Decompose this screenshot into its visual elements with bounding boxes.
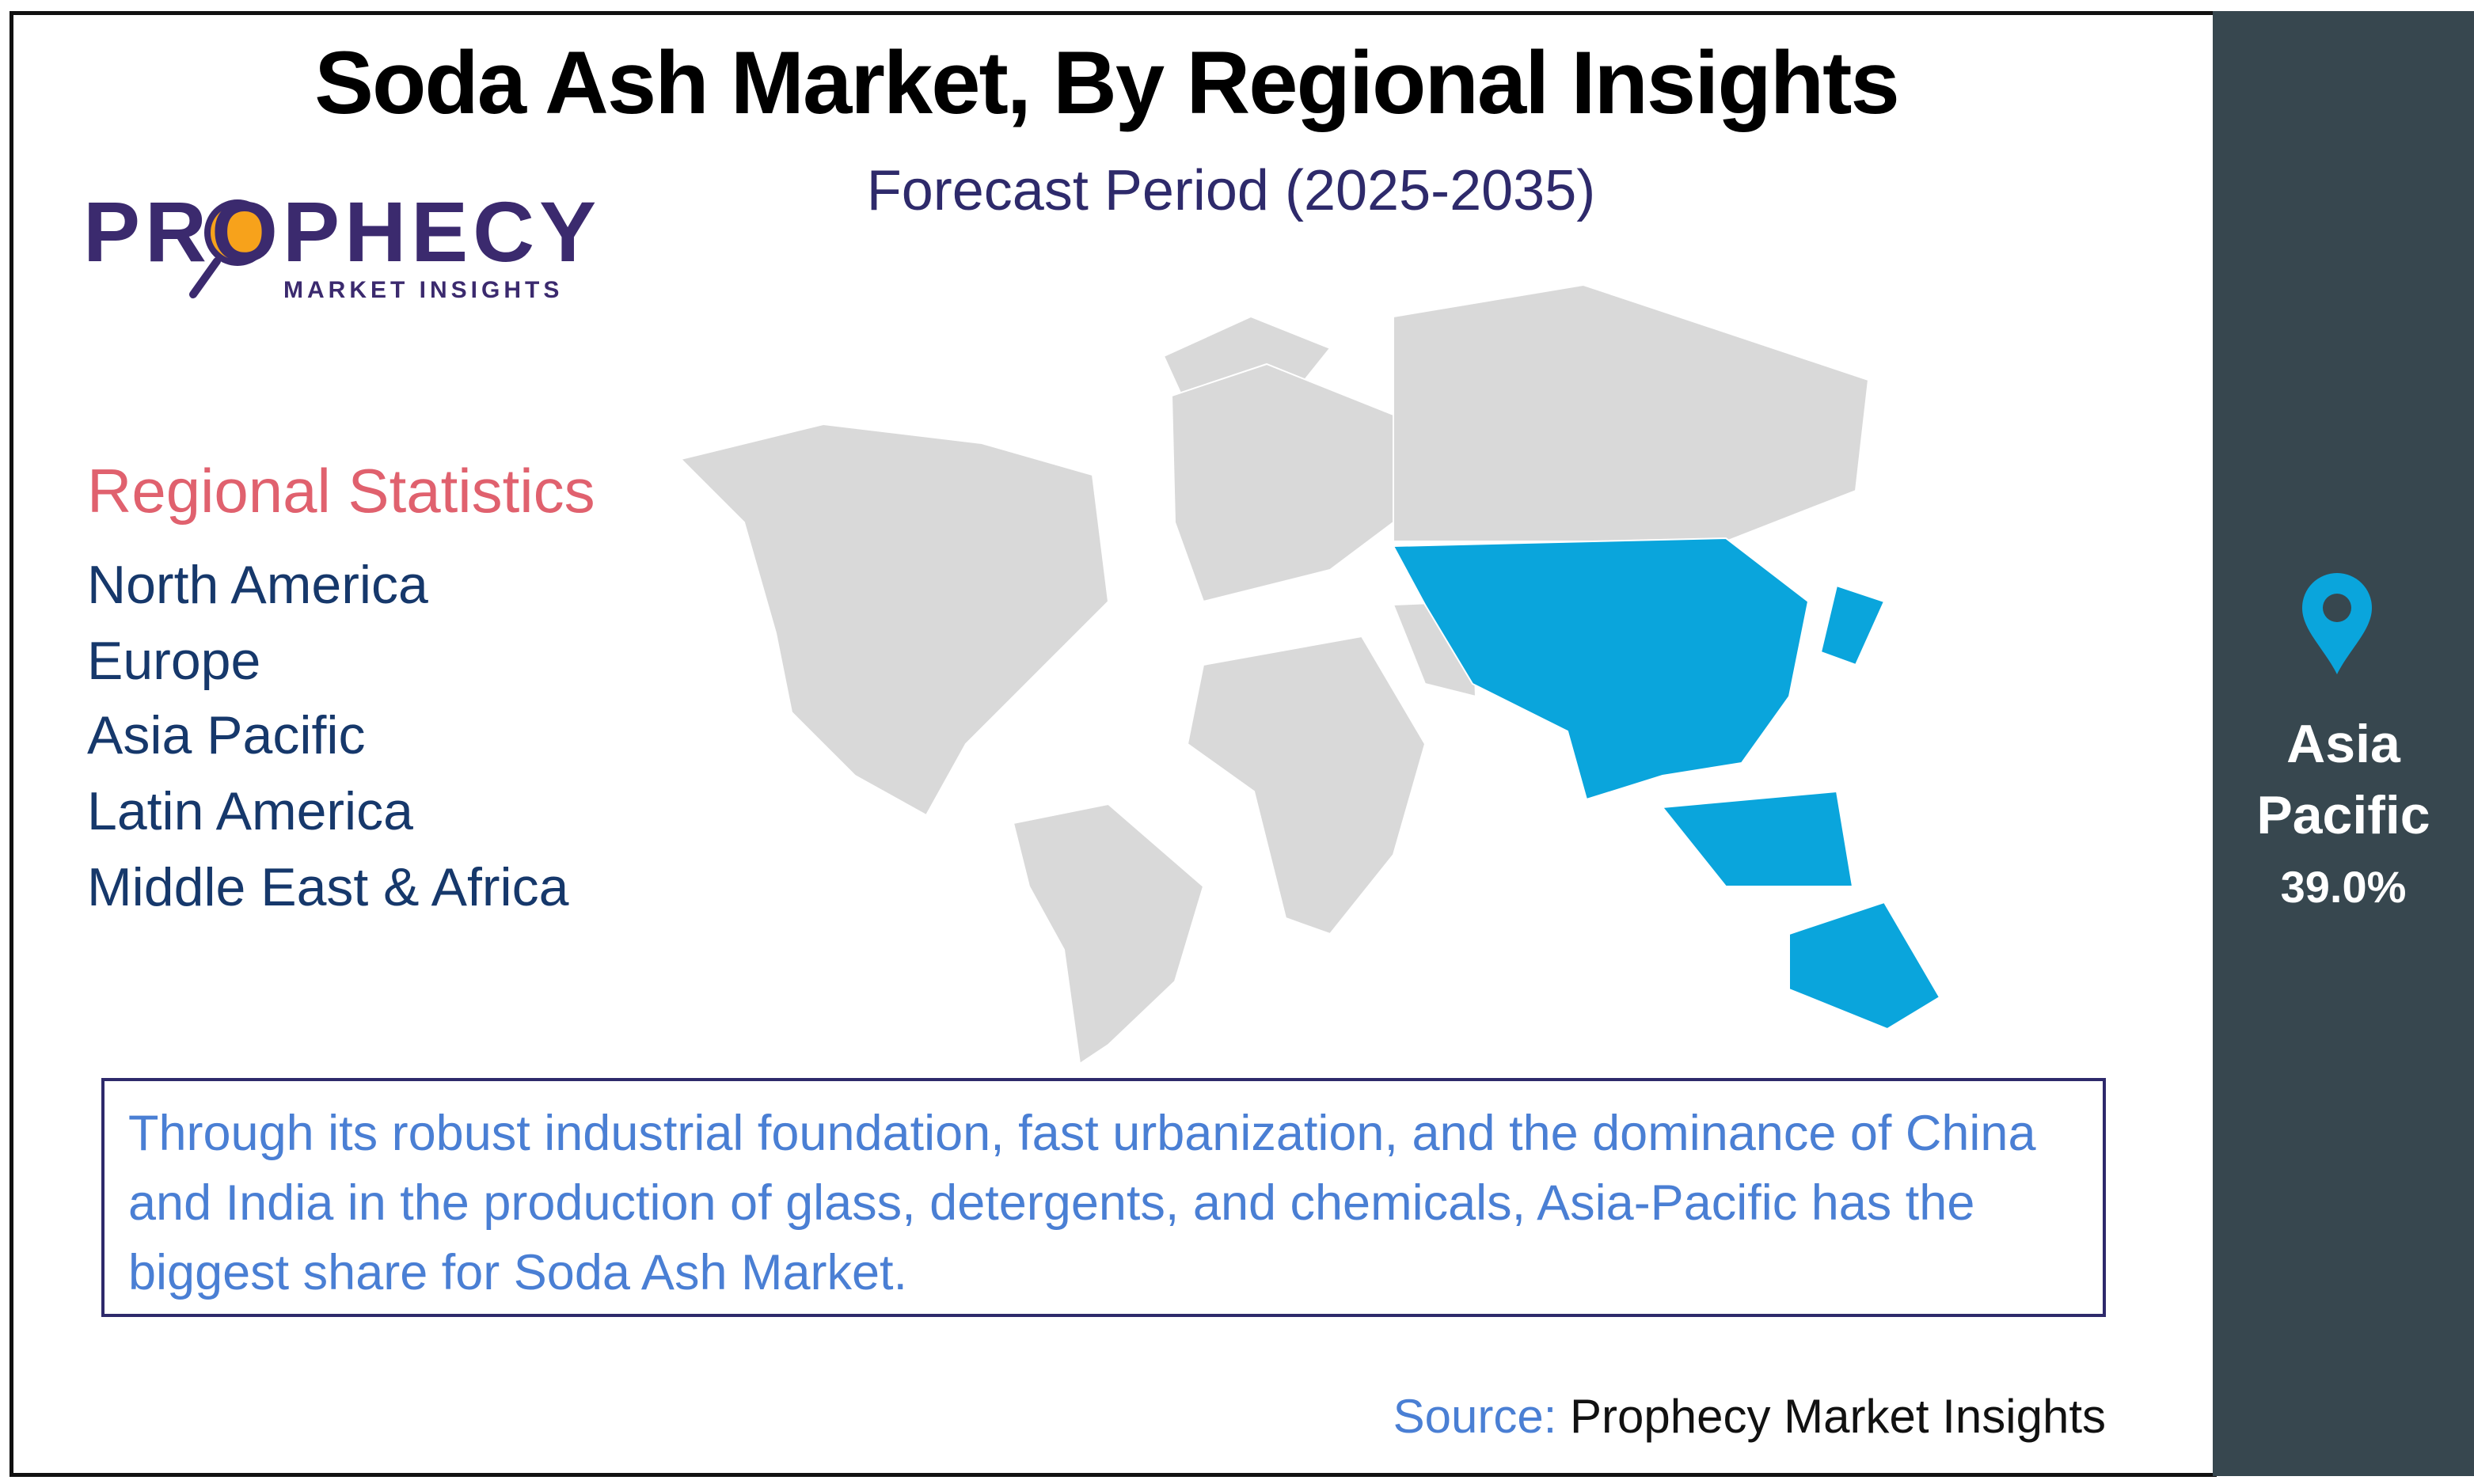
pin-icon bbox=[2302, 573, 2372, 674]
region: Middle East & Africa bbox=[87, 857, 569, 917]
source-name: Prophecy Market Insights bbox=[1570, 1390, 2106, 1443]
highlight-region: Asia Pacific bbox=[2256, 714, 2430, 845]
title: Soda Ash Market, By Regional Insights bbox=[314, 33, 1899, 132]
region: Latin America bbox=[87, 781, 413, 841]
highlight-share: 39.0% bbox=[2280, 862, 2407, 912]
japan bbox=[1819, 584, 1886, 666]
logo-icon bbox=[189, 199, 271, 298]
logo-name: PROPHECY bbox=[83, 184, 602, 279]
south-america bbox=[1012, 803, 1205, 1065]
africa bbox=[1186, 635, 1427, 936]
asia-mainland bbox=[1392, 537, 1810, 801]
stats-heading: Regional Statistics bbox=[87, 456, 595, 526]
region: North America bbox=[87, 555, 428, 615]
subtitle: Forecast Period (2025-2035) bbox=[0, 158, 2474, 223]
source: Source: Prophecy Market Insights bbox=[1393, 1389, 2106, 1444]
region: Europe bbox=[87, 631, 261, 691]
logo-tagline: MARKET INSIGHTS bbox=[283, 277, 564, 303]
europe bbox=[1170, 362, 1394, 603]
north-america bbox=[679, 423, 1110, 817]
description: Through its robust industrial foundation… bbox=[101, 1078, 2106, 1317]
side-panel bbox=[2213, 11, 2474, 1476]
russia bbox=[1393, 283, 1870, 542]
region: Asia Pacific bbox=[87, 705, 366, 765]
australia bbox=[1788, 901, 1941, 1030]
subtitle-text: Forecast Period (2025-2035) bbox=[866, 159, 1596, 222]
southeast-asia bbox=[1661, 790, 1854, 887]
source-label: Source: bbox=[1393, 1390, 1557, 1443]
